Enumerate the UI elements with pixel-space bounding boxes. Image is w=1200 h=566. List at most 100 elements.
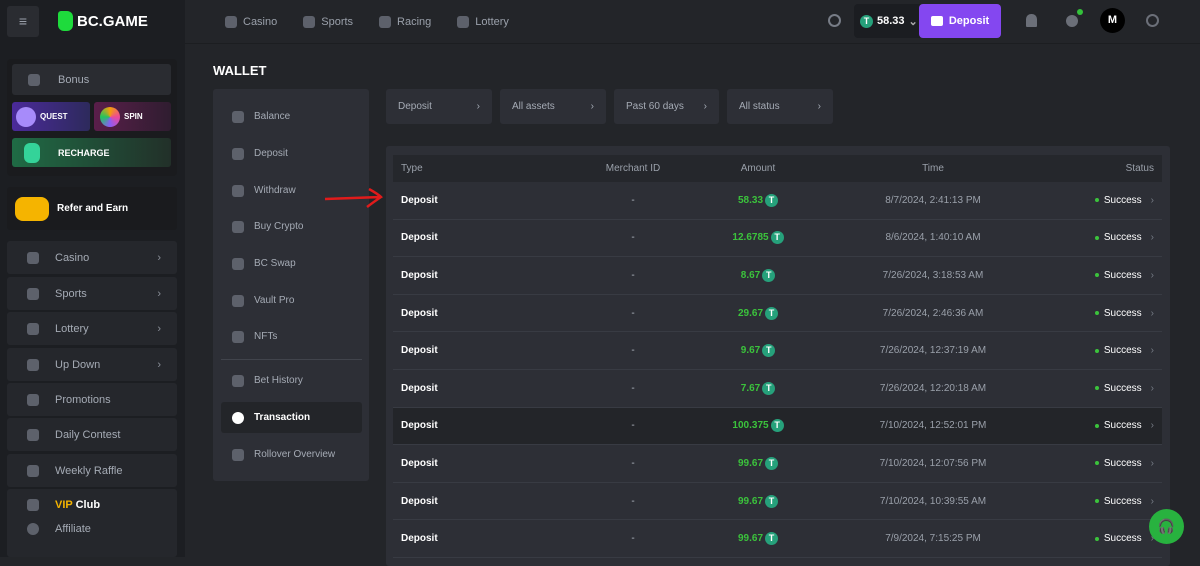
sidebar-item-sports[interactable]: Sports › [7, 277, 177, 310]
avatar[interactable]: M [1100, 8, 1125, 33]
filter-status[interactable]: All status › [727, 89, 833, 124]
cell-status: Success › [1094, 332, 1154, 369]
cell-amount: 100.375 T [693, 408, 823, 445]
tether-icon: T [762, 344, 776, 358]
cell-time: 7/26/2024, 12:20:18 AM [879, 382, 987, 394]
sidebar-item-up-down[interactable]: Up Down › [7, 348, 177, 381]
nav-casino[interactable]: Casino [225, 16, 277, 28]
wallet-nav-bc-swap[interactable]: BC Swap [221, 248, 362, 279]
table-row[interactable]: Deposit - 29.67 T 7/26/2024, 2:46:36 AM Succe… [393, 295, 1162, 333]
cell-status: Success › [1094, 370, 1154, 407]
chevron-right-icon[interactable]: › [1150, 457, 1154, 469]
piggy-bank-icon [232, 147, 244, 160]
filter-type[interactable]: Deposit › [386, 89, 492, 124]
wallet-nav-transaction[interactable]: Transaction [221, 402, 362, 433]
tether-icon: T [765, 306, 779, 320]
chevron-right-icon[interactable]: › [1150, 269, 1154, 281]
table-header: Type Merchant ID Amount Time Status [393, 155, 1162, 182]
wallet-nav-buy-crypto[interactable]: Buy Crypto [221, 211, 362, 242]
bell-icon[interactable] [1026, 14, 1037, 27]
bonus-button[interactable]: Bonus [12, 64, 171, 95]
status-badge: Success [1103, 420, 1142, 432]
wallet-nav-balance[interactable]: Balance [221, 101, 362, 132]
chevron-right-icon[interactable]: › [1150, 495, 1154, 507]
table-row[interactable]: Deposit - 99.67 T 7/10/2024, 10:39:55 AM Succ… [393, 483, 1162, 521]
search-icon[interactable] [828, 14, 841, 27]
table-row[interactable]: Deposit - 99.67 T 7/9/2024, 7:15:25 PM Succes… [393, 520, 1162, 558]
cell-type: Deposit [401, 194, 438, 206]
lightning-icon [27, 358, 39, 371]
lottery-icon [457, 16, 470, 28]
table-row[interactable]: Deposit - 9.67 T 7/26/2024, 12:37:19 AM Succe… [393, 332, 1162, 370]
nav-racing[interactable]: Racing [379, 16, 431, 28]
filter-period[interactable]: Past 60 days › [614, 89, 719, 124]
globe-icon[interactable] [1146, 14, 1159, 27]
wallet-nav-deposit[interactable]: Deposit [221, 138, 362, 169]
chevron-right-icon[interactable]: › [1150, 420, 1154, 432]
chevron-right-icon: › [590, 101, 594, 112]
filter-assets[interactable]: All assets › [500, 89, 606, 124]
sidebar-item-daily-contest[interactable]: Daily Contest [7, 418, 177, 451]
sidebar-item-lottery[interactable]: Lottery › [7, 312, 177, 345]
status-badge: Success [1103, 457, 1142, 469]
chart-icon [232, 448, 244, 461]
sidebar-item-weekly-raffle[interactable]: Weekly Raffle [7, 454, 177, 487]
table-row[interactable]: Deposit - 99.67 T 7/10/2024, 12:07:56 PM Succ… [393, 445, 1162, 483]
refer-and-earn-button[interactable]: Refer and Earn [7, 187, 177, 230]
sidebar-item-label: Lottery [55, 322, 89, 335]
cell-time: 7/26/2024, 3:18:53 AM [882, 269, 984, 281]
tether-icon: T [762, 268, 776, 282]
headset-support-icon[interactable]: 🎧 [1149, 509, 1184, 544]
spin-button[interactable]: SPIN [94, 102, 171, 131]
amount-value: 9.67 [740, 345, 761, 357]
sidebar-item-casino[interactable]: Casino › [7, 241, 177, 274]
table-row[interactable]: Deposit - 100.375 T 7/10/2024, 12:52:01 PM Su… [393, 407, 1162, 446]
deposit-button[interactable]: Deposit [919, 4, 1001, 38]
status-badge: Success [1103, 307, 1142, 319]
chevron-right-icon[interactable]: › [1150, 232, 1154, 244]
vault-icon [232, 294, 244, 307]
wallet-nav-withdraw[interactable]: Withdraw [221, 175, 362, 206]
table-row[interactable]: Deposit - 7.67 T 7/26/2024, 12:20:18 AM Succe… [393, 370, 1162, 408]
cell-amount: 58.33 T [693, 182, 823, 219]
sidebar-item-label: Weekly Raffle [55, 464, 123, 477]
wallet-icon [930, 16, 943, 26]
column-header-time: Time [922, 163, 944, 174]
chevron-right-icon[interactable]: › [1150, 382, 1154, 394]
cell-type: Deposit [401, 495, 438, 507]
cell-merchant-id: - [631, 495, 635, 507]
chevron-right-icon[interactable]: › [1150, 533, 1154, 545]
sidebar-item-promotions[interactable]: Promotions [7, 383, 177, 416]
status-badge: Success [1103, 194, 1142, 206]
affiliate-icon [27, 523, 39, 535]
sidebar-item-affiliate[interactable]: Affiliate [27, 523, 91, 535]
nav-sports[interactable]: Sports [303, 16, 353, 28]
quest-button[interactable]: QUEST [12, 102, 90, 131]
sidebar-item-vip-club[interactable]: VIP Club [27, 499, 100, 511]
wallet-nav-rollover-overview[interactable]: Rollover Overview [221, 439, 362, 470]
table-row[interactable]: Deposit - 8.67 T 7/26/2024, 3:18:53 AM Succes… [393, 257, 1162, 295]
withdraw-icon [232, 184, 244, 197]
wallet-nav-vault-pro[interactable]: Vault Pro [221, 285, 362, 316]
chevron-right-icon[interactable]: › [1150, 345, 1154, 357]
table-row[interactable]: Deposit - 12.6785 T 8/6/2024, 1:40:10 AM Succ… [393, 220, 1162, 258]
logo[interactable]: BC.GAME [58, 11, 148, 31]
cell-amount: 99.67 T [693, 520, 823, 557]
nav-lottery[interactable]: Lottery [457, 16, 509, 28]
chat-icon[interactable] [1066, 15, 1078, 27]
wallet-nav-bet-history[interactable]: Bet History [221, 365, 362, 396]
page-title: WALLET [213, 63, 267, 78]
recharge-label: RECHARGE [58, 147, 110, 158]
wallet-nav-label: Withdraw [254, 185, 296, 196]
balance-selector[interactable]: T 58.33 ⌄ [854, 4, 920, 38]
menu-button[interactable]: ≡ [7, 6, 39, 37]
chevron-right-icon[interactable]: › [1150, 194, 1154, 206]
chevron-right-icon[interactable]: › [1150, 307, 1154, 319]
wallet-nav-nfts[interactable]: NFTs [221, 321, 362, 352]
recharge-button[interactable]: RECHARGE [12, 138, 171, 167]
cell-amount: 29.67 T [693, 295, 823, 332]
amount-value: 7.67 [740, 382, 761, 394]
table-row[interactable]: Deposit - 58.33 T 8/7/2024, 2:41:13 PM Succes… [393, 182, 1162, 220]
chevron-right-icon: › [157, 251, 161, 264]
cell-time: 7/10/2024, 12:07:56 PM [879, 457, 987, 469]
